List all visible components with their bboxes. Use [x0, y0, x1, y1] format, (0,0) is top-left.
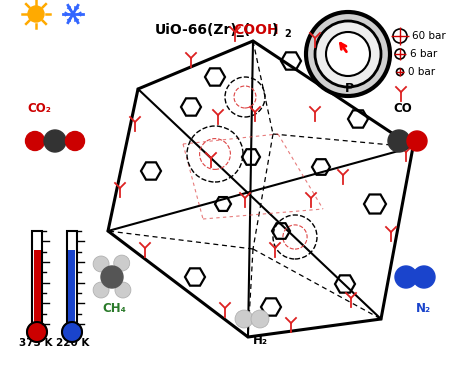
Text: H₂: H₂: [253, 335, 267, 348]
Circle shape: [114, 255, 130, 271]
Text: UiO-66(Zr)_(: UiO-66(Zr)_(: [155, 23, 251, 37]
Circle shape: [101, 266, 123, 288]
Text: 373 K: 373 K: [19, 338, 53, 348]
Circle shape: [26, 132, 45, 150]
Text: 6 bar: 6 bar: [410, 49, 437, 59]
Bar: [67, 231, 77, 324]
Circle shape: [395, 49, 405, 59]
Text: COOH: COOH: [233, 23, 279, 37]
Circle shape: [306, 12, 390, 96]
Circle shape: [413, 266, 435, 288]
Circle shape: [396, 69, 403, 75]
Circle shape: [393, 29, 407, 43]
Circle shape: [62, 322, 82, 342]
Text: CO: CO: [393, 102, 412, 116]
Text: CO₂: CO₂: [27, 102, 51, 116]
Circle shape: [28, 6, 44, 22]
Circle shape: [407, 131, 427, 151]
Circle shape: [44, 130, 66, 152]
Bar: [34, 250, 40, 324]
Bar: [32, 231, 42, 324]
Circle shape: [395, 266, 417, 288]
Text: 2: 2: [284, 29, 291, 39]
Bar: [69, 250, 75, 324]
Text: 220 K: 220 K: [56, 338, 90, 348]
Circle shape: [93, 282, 109, 298]
Text: 60 bar: 60 bar: [412, 31, 446, 41]
Text: N₂: N₂: [415, 302, 430, 315]
Circle shape: [251, 310, 269, 328]
Circle shape: [27, 322, 47, 342]
Circle shape: [115, 282, 131, 298]
Circle shape: [388, 130, 410, 152]
Text: P: P: [345, 83, 354, 96]
Circle shape: [93, 256, 109, 272]
Circle shape: [235, 310, 253, 328]
Circle shape: [65, 132, 84, 150]
Text: 0 bar: 0 bar: [409, 67, 436, 77]
Circle shape: [326, 32, 370, 76]
Text: CH₄: CH₄: [102, 302, 126, 315]
Text: ): ): [272, 23, 278, 37]
Circle shape: [315, 21, 381, 87]
